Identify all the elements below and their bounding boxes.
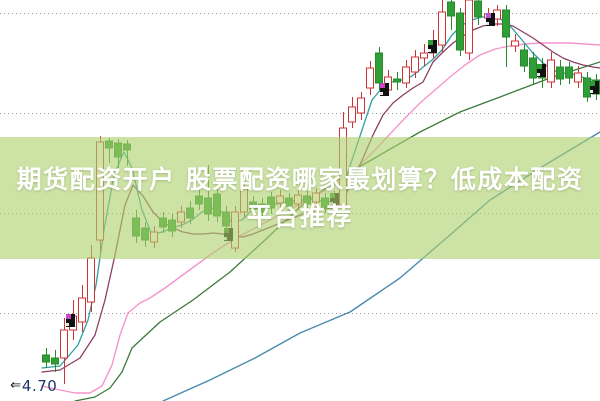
candle-body	[529, 57, 537, 79]
candle-body	[456, 12, 464, 51]
low-arrow-icon: ⇐	[9, 378, 23, 393]
signal-marker-dot	[224, 237, 227, 240]
low-price-label: ⇐ 4.70	[9, 377, 58, 395]
candle-body	[132, 217, 140, 237]
candle-body	[339, 127, 347, 206]
signal-marker	[590, 81, 599, 94]
signal-marker-accent	[537, 64, 542, 69]
candle-body	[96, 141, 104, 241]
signal-marker-accent	[380, 83, 385, 88]
candle-body	[105, 140, 113, 149]
candle-body	[141, 227, 149, 241]
candle-body	[357, 97, 365, 114]
candle-body	[78, 297, 86, 323]
candle-body	[438, 11, 446, 46]
candle-body	[556, 66, 564, 80]
candle-body	[51, 357, 59, 365]
candle-body	[474, 0, 482, 18]
candle-body	[366, 67, 374, 89]
signal-marker	[537, 64, 546, 77]
candle-body	[186, 207, 194, 219]
candle-body	[123, 143, 131, 151]
candle-body	[411, 56, 419, 73]
signal-marker	[428, 40, 437, 53]
candle-body	[114, 142, 122, 158]
candle-body	[511, 40, 519, 47]
candle-body	[222, 211, 230, 227]
signal-marker-accent	[428, 40, 433, 45]
signal-marker-dot	[380, 92, 383, 95]
candle-body	[249, 201, 257, 210]
candle-body	[303, 195, 311, 205]
signal-marker	[66, 314, 75, 327]
candle-body	[60, 329, 68, 359]
signal-marker-dot	[537, 73, 540, 76]
candle-body	[42, 354, 50, 363]
signal-marker-dot	[590, 90, 593, 93]
candle-body	[520, 49, 528, 67]
ma-line-ma20	[41, 42, 600, 394]
signal-marker-accent	[224, 228, 229, 233]
candle-body	[348, 106, 356, 123]
signal-marker-accent	[330, 193, 335, 198]
candle-body	[168, 219, 176, 232]
candle-body	[420, 52, 428, 59]
ma-line-ma60	[162, 131, 600, 401]
candle-body	[447, 1, 455, 17]
candle-body	[267, 196, 275, 209]
candle-body	[204, 197, 212, 215]
candle-body	[285, 197, 293, 207]
candle-body	[565, 66, 573, 79]
candle-body	[465, 0, 473, 54]
candle-body	[402, 66, 410, 84]
signal-marker-dot	[66, 323, 69, 326]
candle-body	[177, 211, 185, 223]
candle-body	[502, 9, 510, 38]
candle-body	[294, 194, 302, 205]
candle-body	[213, 193, 221, 217]
candle-body	[258, 203, 266, 213]
signal-marker-dot	[428, 49, 431, 52]
signal-marker-accent	[66, 314, 71, 319]
candle-body	[276, 195, 284, 204]
candle-body	[150, 231, 158, 243]
candle-body	[574, 72, 582, 83]
candle-body	[195, 195, 203, 205]
low-price-value: 4.70	[21, 377, 58, 395]
candle-body	[159, 217, 167, 228]
signal-marker-dot	[486, 22, 489, 25]
candle-body	[321, 197, 329, 209]
candle-body	[547, 59, 555, 83]
candle-body	[312, 192, 320, 203]
candle-body	[87, 257, 95, 303]
candle-body	[375, 52, 383, 84]
candle-body	[583, 77, 591, 98]
signal-marker-accent	[590, 81, 595, 86]
signal-marker	[486, 13, 495, 26]
signal-marker-accent	[486, 13, 491, 18]
candle-body	[393, 78, 401, 83]
signal-marker-dot	[330, 202, 333, 205]
signal-marker	[380, 83, 389, 96]
candle-body	[240, 188, 248, 213]
